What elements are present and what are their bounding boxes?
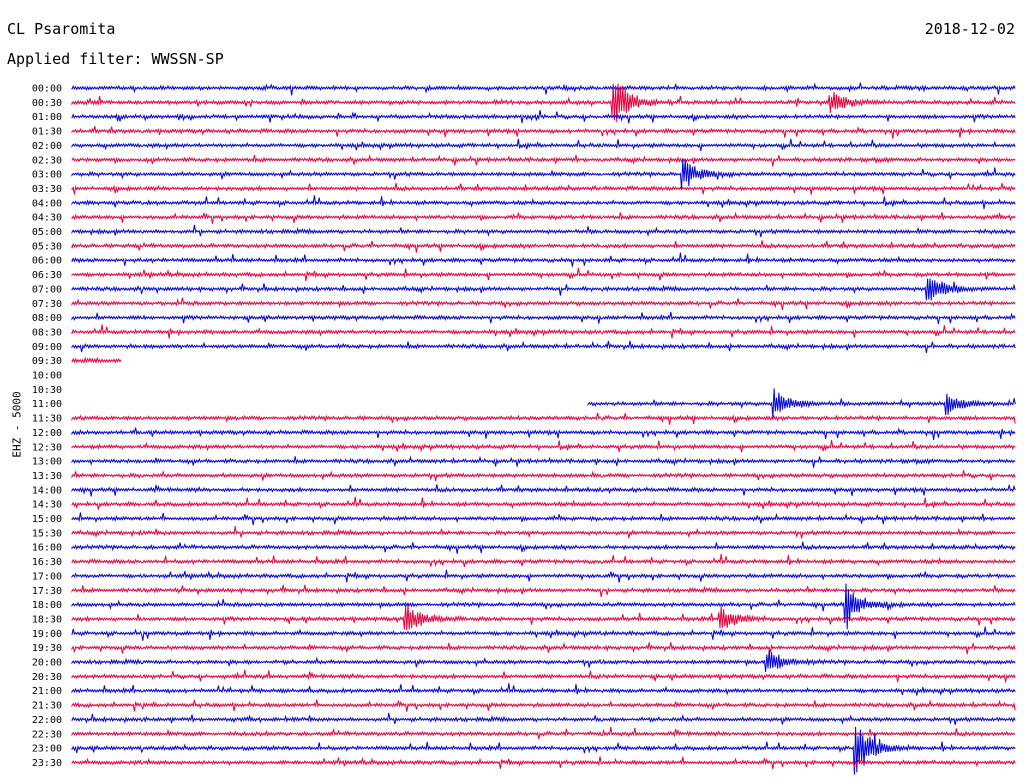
seismic-trace [71, 512, 1016, 526]
seismic-trace [71, 455, 1016, 468]
seismic-trace [71, 683, 1016, 697]
row-time-label: 07:00 [32, 284, 62, 295]
seismic-trace [71, 182, 1016, 195]
seismic-trace [71, 340, 1016, 353]
date-label: 2018-12-02 [924, 20, 1015, 38]
row-time-label: 05:00 [32, 227, 62, 238]
row-time-label: 16:30 [32, 557, 62, 568]
seismic-trace [71, 356, 122, 364]
row-time-label: 20:00 [32, 658, 62, 669]
seismic-trace [71, 541, 1016, 554]
row-time-label: 13:00 [32, 457, 62, 468]
seismic-trace [71, 297, 1016, 310]
row-time-label: 04:30 [32, 213, 62, 224]
row-time-label: 01:30 [32, 127, 62, 138]
seismic-trace [71, 311, 1016, 325]
seismic-trace [71, 412, 1016, 425]
row-time-label: 19:00 [32, 629, 62, 640]
row-time-label: 06:00 [32, 256, 62, 267]
row-time-label: 16:00 [32, 543, 62, 554]
row-time-label: 06:30 [32, 270, 62, 281]
seismic-trace [71, 526, 1016, 539]
seismic-trace [71, 727, 1016, 740]
seismic-trace [71, 756, 1016, 770]
seismic-trace [71, 496, 1016, 510]
row-time-label: 19:30 [32, 643, 62, 654]
row-time-label: 11:30 [32, 414, 62, 425]
seismic-trace [71, 712, 1016, 725]
row-time-label: 15:30 [32, 528, 62, 539]
seismic-trace [71, 669, 1016, 683]
seismic-trace [71, 154, 1016, 167]
row-time-label: 21:00 [32, 686, 62, 697]
seismic-trace [71, 252, 1016, 267]
seismic-trace [71, 569, 1016, 583]
seismic-trace [71, 554, 1016, 568]
seismic-trace [71, 649, 1016, 673]
station-title: CL Psaromita [7, 20, 116, 38]
row-time-label: 22:00 [32, 715, 62, 726]
row-time-label: 18:00 [32, 600, 62, 611]
seismic-trace [71, 138, 1016, 151]
row-time-label: 23:30 [32, 758, 62, 769]
seismic-trace [587, 388, 1016, 418]
row-time-label: 14:00 [32, 485, 62, 496]
row-time-label: 22:30 [32, 729, 62, 740]
seismic-trace [71, 440, 1016, 453]
seismic-trace [71, 125, 1016, 139]
row-time-label: 18:30 [32, 614, 62, 625]
seismic-trace [71, 110, 1016, 124]
row-time-label: 12:00 [32, 428, 62, 439]
seismic-trace [71, 583, 1016, 630]
row-time-label: 08:30 [32, 327, 62, 338]
filter-label: Applied filter: WWSSN-SP [7, 50, 224, 68]
row-time-label: 14:30 [32, 500, 62, 511]
row-time-label: 10:00 [32, 371, 62, 382]
row-time-label: 17:30 [32, 586, 62, 597]
row-time-label: 11:00 [32, 399, 62, 410]
seismic-trace [71, 211, 1016, 224]
seismic-trace [71, 278, 1016, 301]
row-time-label: 10:30 [32, 385, 62, 396]
seismic-trace [71, 626, 1016, 641]
seismic-trace [71, 324, 1016, 339]
row-time-label: 03:30 [32, 184, 62, 195]
seismic-trace [71, 726, 1016, 775]
row-time-label: 02:30 [32, 155, 62, 166]
seismic-trace [71, 699, 1016, 712]
seismic-trace [71, 604, 1016, 631]
seismic-trace [71, 159, 1016, 190]
seismic-trace [71, 484, 1016, 497]
row-time-label: 04:00 [32, 198, 62, 209]
row-time-label: 17:00 [32, 571, 62, 582]
seismic-trace [71, 82, 1016, 96]
seismic-trace [71, 240, 1016, 253]
row-time-label: 09:30 [32, 356, 62, 367]
row-time-label: 05:30 [32, 241, 62, 252]
row-time-label: 15:00 [32, 514, 62, 525]
row-time-label: 08:00 [32, 313, 62, 324]
row-time-label: 23:00 [32, 744, 62, 755]
row-time-label: 03:00 [32, 170, 62, 181]
seismic-trace [71, 224, 1016, 238]
seismic-trace [71, 267, 1016, 281]
row-time-label: 12:30 [32, 442, 62, 453]
seismic-trace [71, 641, 1016, 655]
seismic-trace [71, 83, 1016, 123]
row-time-label: 20:30 [32, 672, 62, 683]
row-time-label: 00:30 [32, 98, 62, 109]
seismic-trace [71, 584, 1016, 597]
seismic-trace [71, 427, 1016, 440]
seismic-trace [71, 195, 1016, 209]
seismic-trace [71, 470, 1016, 482]
row-time-label: 21:30 [32, 701, 62, 712]
row-time-label: 09:00 [32, 342, 62, 353]
row-time-label: 00:00 [32, 84, 62, 95]
row-time-label: 01:00 [32, 112, 62, 123]
row-time-label: 02:00 [32, 141, 62, 152]
row-time-label: 07:30 [32, 299, 62, 310]
row-time-label: 13:30 [32, 471, 62, 482]
